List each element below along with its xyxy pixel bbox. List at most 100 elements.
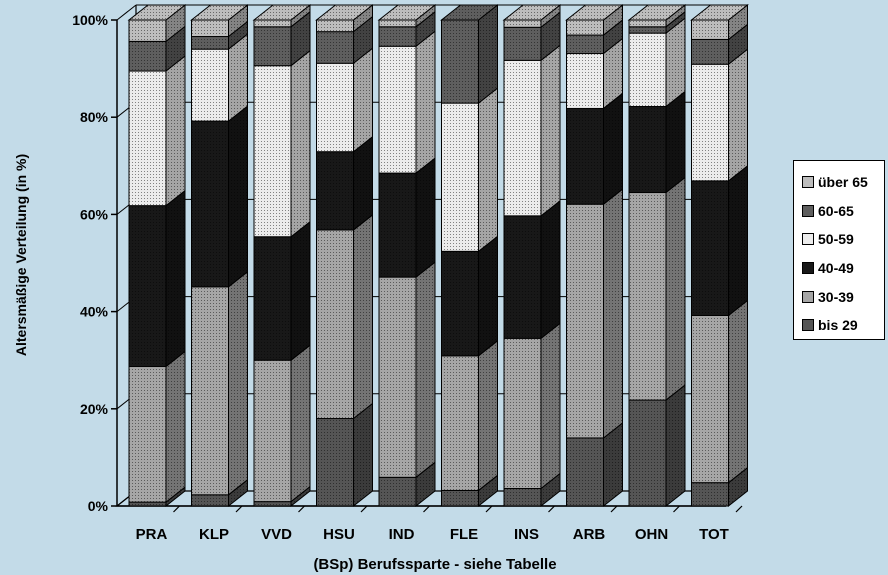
bar-front-texture: [129, 20, 166, 42]
bar-front-texture: [441, 355, 479, 491]
bar-top-texture: [191, 5, 248, 20]
bar-front-texture: [441, 490, 479, 506]
bar-segment: [378, 261, 436, 479]
bar-segment: [316, 213, 373, 420]
bar-side-texture: [541, 200, 560, 339]
bar-side-texture: [291, 221, 310, 361]
legend-label: 60-65: [818, 202, 854, 219]
bar-top-texture: [629, 5, 685, 20]
bar-stack: [690, 3, 749, 508]
bar-side-texture: [541, 473, 560, 506]
bar-top-texture: [566, 5, 623, 20]
bar-side-texture: [291, 11, 310, 66]
bar-side-texture: [728, 467, 748, 506]
legend-label: über 65: [818, 174, 868, 191]
bar-side-texture: [291, 345, 310, 502]
legend-label: 50-59: [818, 231, 854, 248]
y-tick-label: 20%: [80, 401, 109, 417]
legend-label: bis 29: [818, 317, 858, 334]
bar-front-texture: [566, 108, 604, 205]
bar-side-texture: [353, 136, 373, 230]
x-tick: [298, 505, 305, 513]
bar-segment: [691, 299, 748, 484]
legend-swatch: [802, 233, 814, 246]
bar-side-texture: [728, 49, 748, 181]
bar-front-texture: [629, 106, 666, 193]
bar-segment: [566, 19, 623, 55]
bar-stack: [377, 3, 437, 508]
bar-front-texture: [129, 71, 166, 206]
bar-side-texture: [291, 5, 310, 27]
bar-front-texture: [379, 173, 416, 278]
bar-front-texture: [254, 236, 291, 361]
bar-side-texture: [166, 56, 185, 206]
bar-segment: [628, 176, 686, 402]
bar-side-texture: [478, 236, 498, 356]
bar-front-texture: [316, 418, 354, 506]
bar-side-texture: [603, 422, 623, 506]
bar-side-texture: [353, 403, 373, 506]
bar-segment: [253, 10, 311, 67]
bar-side-texture: [228, 21, 248, 50]
bar-front-texture: [316, 63, 354, 152]
bar-front-texture: [254, 360, 291, 502]
bar-stack: [190, 3, 249, 508]
bar-top-texture: [441, 5, 498, 20]
bar-segment: [566, 92, 623, 206]
bar-front-texture: [254, 20, 291, 27]
bar-segment: [316, 3, 373, 33]
bar-segment: [378, 157, 436, 279]
bar-side-texture: [416, 158, 435, 278]
bar-segment: [566, 188, 623, 439]
bar-side-texture: [478, 5, 498, 104]
bar-front-texture: [129, 366, 166, 503]
bar-side-texture: [353, 214, 373, 419]
bar-side-texture: [166, 190, 185, 367]
bar-segment: [441, 87, 498, 253]
x-tick-label: FLE: [450, 526, 478, 543]
bar-side-texture: [728, 165, 748, 316]
legend-swatch: [802, 290, 814, 303]
bar-side-texture: [166, 26, 185, 72]
bar-segment: [441, 3, 498, 105]
bar-front-texture: [316, 20, 354, 32]
bar-side-texture: [728, 24, 748, 65]
bar-top-texture: [691, 5, 748, 20]
bar-segment: [628, 17, 686, 108]
bar-segment: [128, 3, 186, 43]
bar-segment: [691, 23, 748, 66]
bar-side-texture: [416, 5, 435, 27]
x-tick: [235, 505, 243, 513]
bar-side-texture: [478, 340, 498, 491]
bar-front-texture: [441, 20, 479, 104]
bar-stack: [252, 3, 312, 508]
bar-front-texture: [504, 215, 541, 339]
x-tick-label: ARB: [573, 526, 606, 543]
bar-segment: [253, 220, 311, 362]
bar-side-texture: [228, 34, 248, 122]
bar-segment: [128, 486, 186, 508]
bar-front-texture: [254, 501, 291, 506]
bar-segment: [628, 384, 686, 508]
y-tick-label: 60%: [80, 206, 109, 222]
bar-side-texture: [666, 5, 685, 27]
bar-front-texture: [129, 502, 166, 506]
bar-segment: [691, 164, 748, 317]
bar-side-texture: [166, 5, 185, 42]
x-tick-label: HSU: [323, 526, 355, 543]
bar-side-texture: [416, 11, 435, 47]
bar-segment: [253, 344, 311, 503]
bar-side-texture: [166, 487, 185, 506]
bar-front-texture: [566, 20, 604, 36]
bar-segment: [691, 466, 748, 508]
bar-side-texture: [666, 177, 685, 401]
bar-front-texture: [379, 477, 416, 506]
bar-front-texture: [566, 53, 604, 109]
bar-segment: [441, 474, 498, 508]
bar-front-texture: [191, 49, 229, 122]
bar-front-texture: [191, 20, 229, 37]
bar-front-texture: [504, 60, 541, 216]
axis-labels: 0% 20% 40% 60% 80% 100% PRA KLP VVD HSU IND FLE INS A…: [72, 12, 729, 543]
bar-side-texture: [541, 5, 560, 28]
